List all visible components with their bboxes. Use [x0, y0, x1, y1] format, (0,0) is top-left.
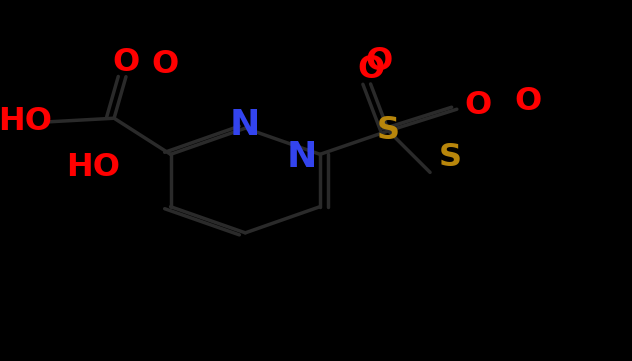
Text: N: N — [287, 140, 317, 174]
Text: O: O — [464, 90, 491, 121]
Text: S: S — [377, 116, 400, 146]
Text: O: O — [365, 46, 392, 77]
Text: O: O — [514, 86, 542, 117]
Text: O: O — [357, 54, 384, 85]
Text: HO: HO — [66, 152, 121, 183]
Text: O: O — [112, 47, 140, 78]
Text: S: S — [439, 142, 462, 173]
Text: O: O — [151, 49, 179, 81]
Text: N: N — [230, 108, 260, 142]
Text: HO: HO — [0, 106, 52, 137]
